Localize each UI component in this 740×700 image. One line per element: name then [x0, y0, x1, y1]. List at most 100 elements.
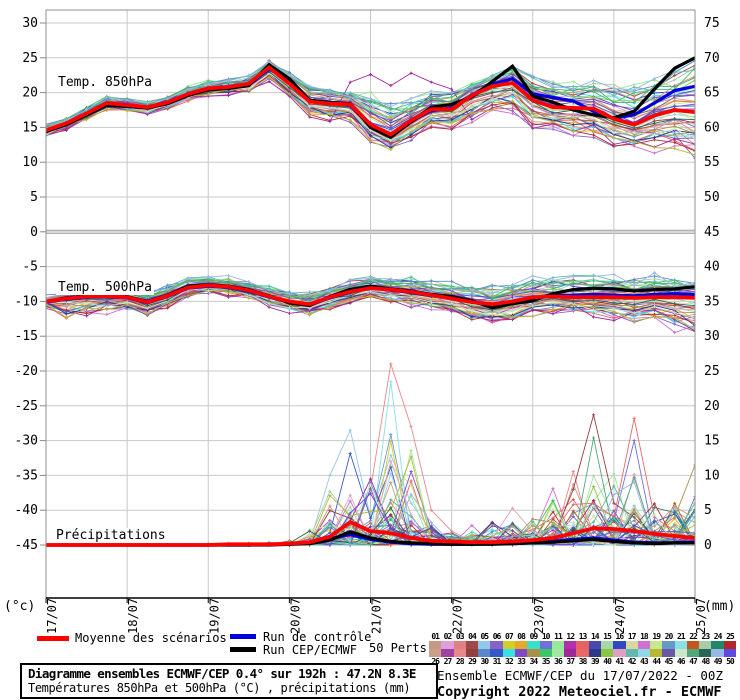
perturbation-number: 22 — [689, 632, 698, 641]
legend-main-label: Run CEP/ECMWF — [263, 643, 357, 657]
perturbation-swatch — [453, 641, 466, 649]
perturbation-swatch — [650, 649, 663, 657]
svg-text:30: 30 — [22, 16, 38, 31]
perturbation-number: 14 — [590, 632, 600, 641]
footer-run-info: Ensemble ECMWF/CEP du 17/07/2022 - 00Z — [437, 668, 723, 683]
perturbation-swatch — [551, 641, 565, 649]
perturbation-number: 43 — [640, 657, 649, 666]
perturbation-number: 17 — [627, 632, 637, 641]
plot-frame — [45, 9, 696, 599]
svg-text:0: 0 — [30, 225, 38, 240]
footer-copyright: Copyright 2022 Meteociel.fr - ECMWF — [437, 684, 722, 700]
ensemble-member-line — [46, 56, 695, 130]
svg-text:0: 0 — [704, 538, 712, 553]
perturbation-swatch — [625, 649, 638, 657]
date-label: 18/07 — [126, 598, 140, 634]
legend-control-swatch — [230, 634, 256, 639]
svg-text:50: 50 — [704, 190, 720, 205]
svg-text:75: 75 — [704, 16, 720, 31]
perturbation-number: 36 — [554, 657, 563, 666]
perturbation-swatch — [453, 649, 466, 657]
perturbation-number: 47 — [689, 657, 698, 666]
date-label: 17/07 — [45, 598, 59, 634]
perturbation-number: 42 — [627, 657, 637, 666]
perturbation-swatch — [662, 649, 675, 657]
svg-text:20: 20 — [22, 86, 38, 101]
label-temp500: Temp. 500hPa — [56, 280, 154, 295]
perturbation-swatch — [514, 641, 528, 649]
perturbation-swatch — [711, 649, 724, 657]
perturbation-swatch — [539, 649, 552, 657]
ensemble-member-line — [46, 288, 695, 331]
perturbation-swatch — [699, 649, 712, 657]
svg-text:-40: -40 — [15, 503, 38, 518]
perturbation-number: 23 — [701, 632, 711, 641]
perturbation-swatch — [576, 649, 589, 657]
svg-text:10: 10 — [22, 155, 38, 170]
perturbation-swatches-top — [429, 641, 737, 649]
perturbation-swatch — [429, 641, 442, 649]
perturbation-swatch — [662, 641, 675, 649]
perturbation-number: 48 — [701, 657, 711, 666]
perturbation-swatch — [551, 649, 565, 657]
date-label: 20/07 — [288, 598, 302, 634]
svg-text:20: 20 — [704, 399, 720, 414]
perturbation-number: 01 — [431, 632, 440, 641]
perturbation-swatch — [539, 641, 552, 649]
perturbation-swatch — [502, 649, 515, 657]
perturbation-number: 10 — [541, 632, 551, 641]
right-axis-unit: (mm) — [704, 599, 735, 614]
perturbation-number: 34 — [529, 657, 539, 666]
svg-text:60: 60 — [704, 120, 720, 135]
svg-text:10: 10 — [704, 468, 720, 483]
svg-text:-10: -10 — [15, 294, 38, 309]
perturbation-swatch — [576, 641, 589, 649]
svg-text:-35: -35 — [15, 468, 38, 483]
svg-text:5: 5 — [30, 190, 38, 205]
ensemble-mean-line — [46, 519, 695, 547]
perturbation-numbers-top: 01 02 03 04 05 06 07 08 09 10 11 12 13 14 15 16 17 18 19 20… — [429, 632, 736, 641]
svg-text:15: 15 — [704, 434, 720, 449]
svg-text:5: 5 — [704, 503, 712, 518]
left-axis-unit: (°c) — [4, 599, 35, 614]
perturbation-swatch — [527, 649, 540, 657]
perturbation-swatch — [588, 649, 601, 657]
perturbation-number: 09 — [529, 632, 539, 641]
perturbation-number: 33 — [517, 657, 526, 666]
svg-text:-20: -20 — [15, 364, 38, 379]
perturbation-swatch — [514, 649, 528, 657]
perts-count-label: 50 Perts. — [369, 641, 435, 655]
title-box: Diagramme ensembles ECMWF/CEP 0.4° sur 1… — [20, 663, 438, 699]
svg-text:65: 65 — [704, 86, 720, 101]
perturbation-swatch — [686, 649, 700, 657]
date-label: 25/07 — [694, 598, 708, 634]
perturbation-number: 41 — [615, 657, 625, 666]
diagram-title: Diagramme ensembles ECMWF/CEP 0.4° sur 1… — [28, 666, 416, 681]
perturbation-number: 26 — [431, 657, 440, 666]
perturbation-swatch — [613, 641, 626, 649]
legend-main-swatch — [230, 647, 256, 652]
perturbation-number: 15 — [603, 632, 612, 641]
perturbation-swatch — [600, 649, 614, 657]
svg-text:-5: -5 — [22, 260, 38, 275]
perturbation-swatch — [650, 641, 663, 649]
diagram-subtitle: Températures 850hPa et 500hPa (°C) , pré… — [28, 681, 411, 695]
perturbation-number: 37 — [566, 657, 575, 666]
perturbation-swatch — [723, 649, 737, 657]
perturbation-swatch — [465, 649, 479, 657]
perturbation-swatch — [465, 641, 479, 649]
perturbation-number: 06 — [492, 632, 502, 641]
perturbation-number: 20 — [664, 632, 674, 641]
svg-text:15: 15 — [22, 120, 38, 135]
perturbation-swatch — [674, 641, 687, 649]
perturbation-swatch — [441, 641, 454, 649]
perturbation-swatch — [478, 649, 491, 657]
perturbation-swatch — [686, 641, 700, 649]
perturbation-number: 03 — [455, 632, 465, 641]
svg-text:25: 25 — [704, 364, 720, 379]
perturbation-swatch — [711, 641, 724, 649]
legend-control-label: Run de contrôle — [263, 630, 372, 644]
perturbation-number: 18 — [640, 632, 649, 641]
perturbation-number: 39 — [590, 657, 600, 666]
